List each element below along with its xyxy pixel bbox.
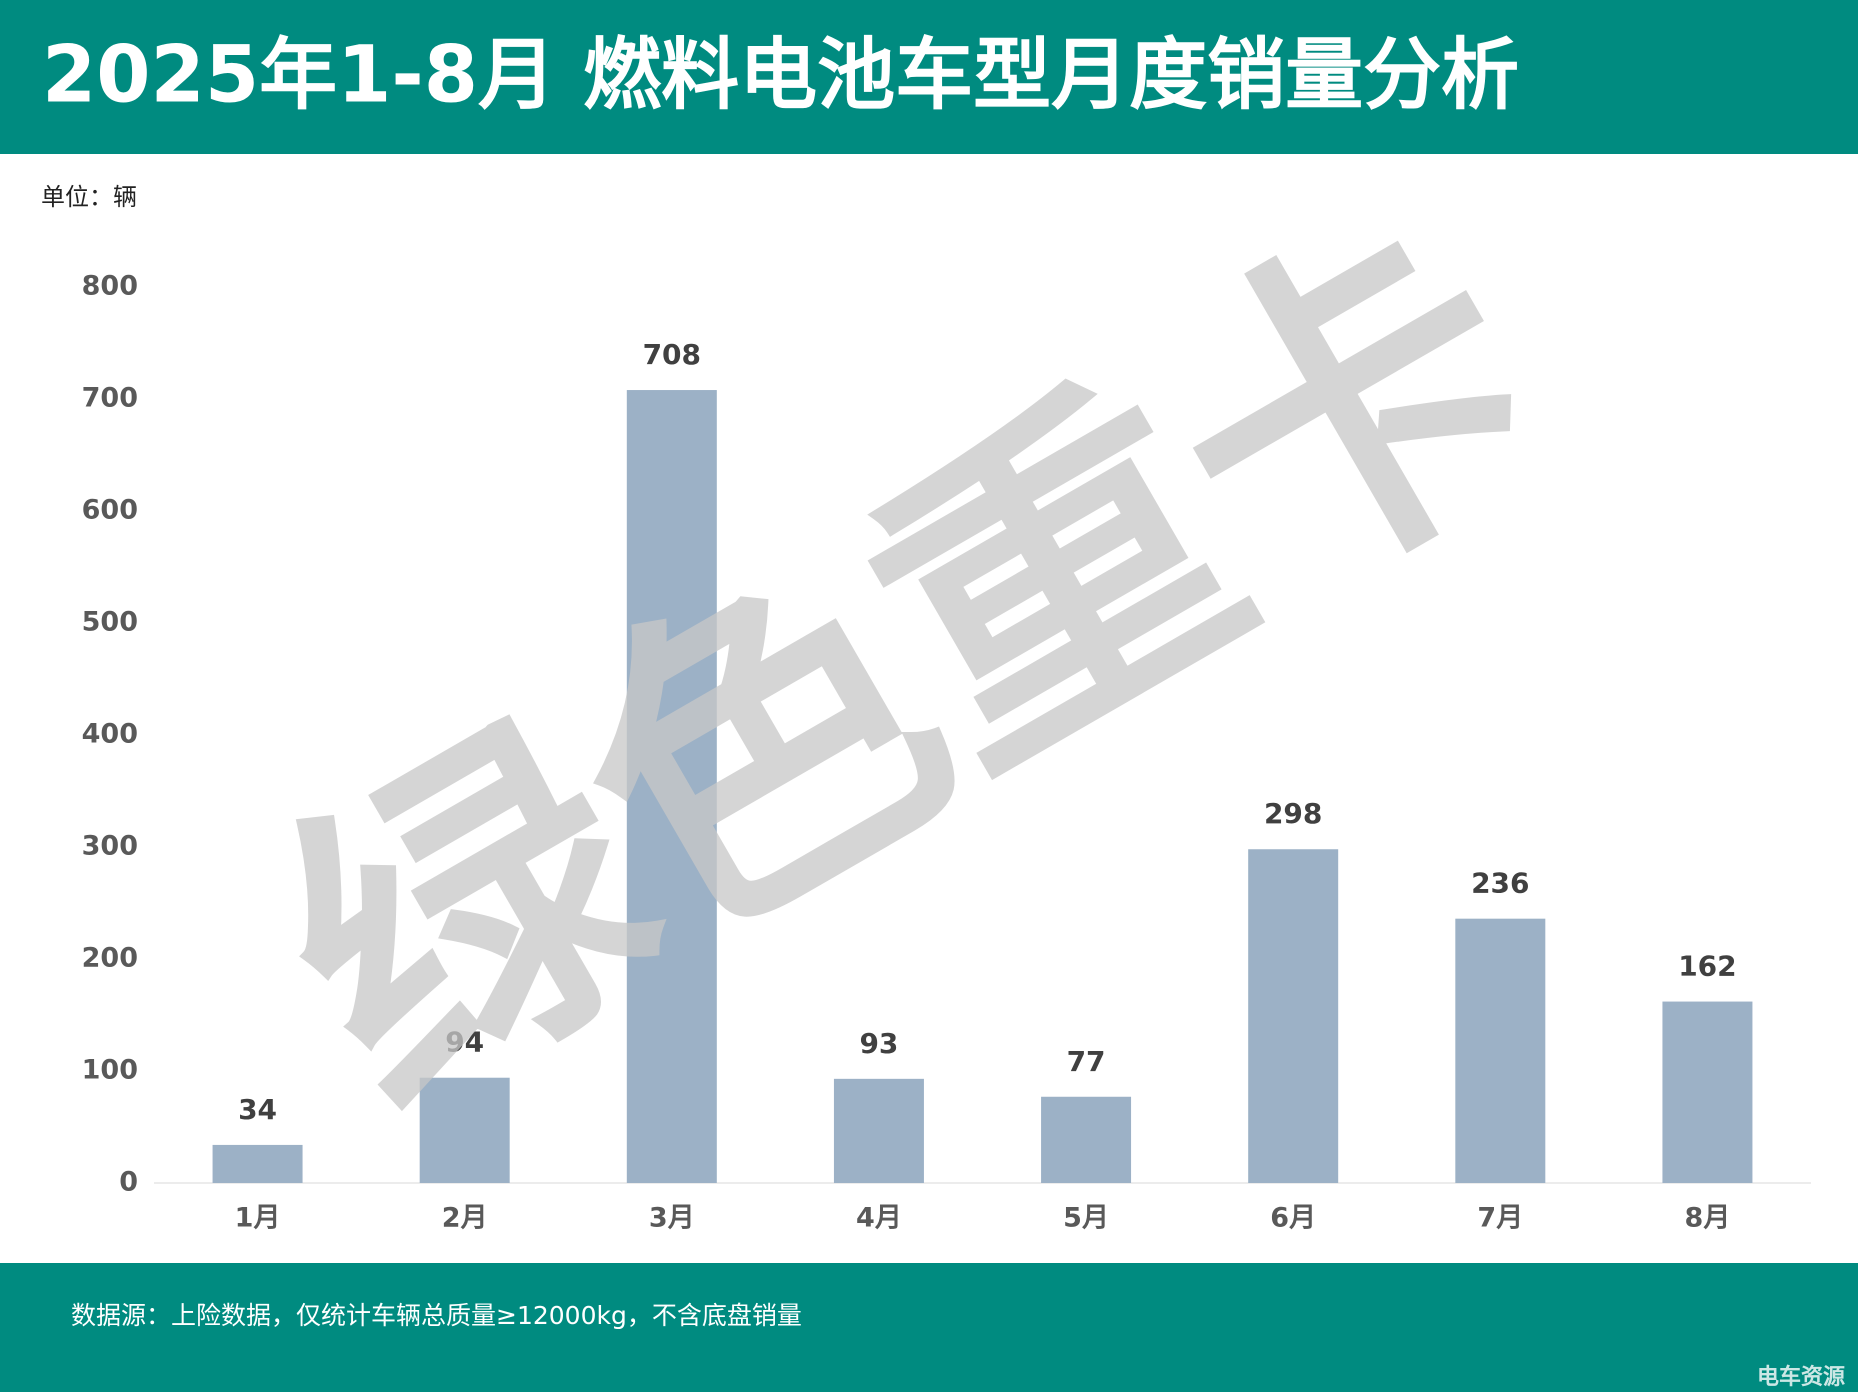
bar xyxy=(212,1144,303,1183)
bar xyxy=(1455,918,1546,1183)
y-tick-label: 200 xyxy=(82,943,138,974)
y-tick-label: 100 xyxy=(82,1055,138,1086)
y-tick-label: 400 xyxy=(82,719,138,750)
watermark: 绿色重卡 xyxy=(224,155,1600,1178)
bar xyxy=(1248,849,1339,1183)
bar xyxy=(626,390,717,1183)
x-tick-label: 2月 xyxy=(442,1203,488,1234)
value-label: 77 xyxy=(1067,1045,1106,1078)
value-label: 236 xyxy=(1471,867,1529,900)
x-tick-label: 1月 xyxy=(235,1203,281,1234)
bar xyxy=(1041,1096,1132,1183)
y-tick-label: 300 xyxy=(82,831,138,862)
bar xyxy=(1662,1001,1753,1183)
value-label: 93 xyxy=(859,1027,898,1060)
unit-label: 单位：辆 xyxy=(41,183,137,211)
bar xyxy=(833,1078,924,1183)
y-tick-label: 500 xyxy=(82,607,138,638)
value-label: 162 xyxy=(1678,950,1736,983)
x-tick-label: 7月 xyxy=(1477,1203,1523,1234)
header-band xyxy=(0,0,1858,154)
bar xyxy=(419,1077,510,1183)
y-tick-label: 0 xyxy=(119,1167,138,1198)
value-label: 94 xyxy=(445,1026,484,1059)
logo: 电车资源 xyxy=(1757,1364,1845,1390)
y-tick-label: 700 xyxy=(82,383,138,414)
x-tick-label: 6月 xyxy=(1270,1203,1316,1234)
source-note: 数据源：上险数据，仅统计车辆总质量≥12000kg，不含底盘销量 xyxy=(71,1301,802,1330)
x-tick-label: 5月 xyxy=(1063,1203,1109,1234)
x-tick-label: 8月 xyxy=(1685,1203,1731,1234)
value-label: 298 xyxy=(1264,797,1322,830)
value-label: 708 xyxy=(643,338,701,371)
x-tick-label: 4月 xyxy=(856,1203,902,1234)
chart-title: 2025年1-8月 燃料电池车型月度销量分析 xyxy=(42,30,1519,120)
value-label: 34 xyxy=(238,1093,277,1126)
x-tick-label: 3月 xyxy=(649,1203,695,1234)
y-tick-label: 800 xyxy=(82,271,138,302)
footer-band xyxy=(0,1263,1858,1392)
y-tick-label: 600 xyxy=(82,495,138,526)
